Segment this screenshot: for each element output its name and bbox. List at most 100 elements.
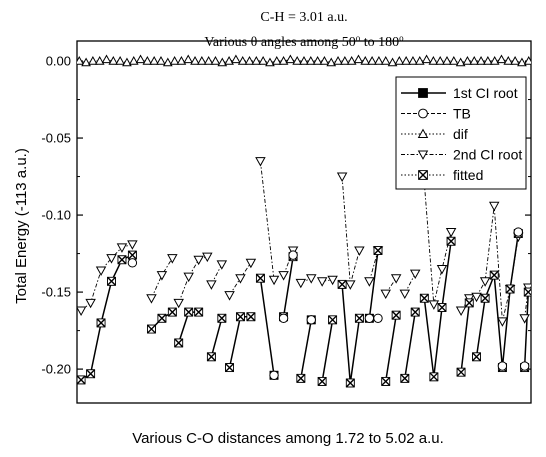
dif-point [435, 55, 446, 65]
ci2-point [390, 274, 402, 284]
dif-point [122, 57, 132, 67]
fitted-point [317, 376, 327, 386]
y-tick-label: -0.10 [41, 208, 71, 223]
fitted-point [354, 313, 364, 323]
fitted-point [184, 307, 194, 317]
fitted-point [174, 338, 184, 348]
dif-point [156, 55, 166, 65]
legend-entry: dif [401, 126, 468, 142]
point-group [77, 240, 138, 385]
dif-point [176, 55, 187, 65]
point-group [173, 252, 213, 348]
dif-point [217, 57, 228, 67]
ci2-point [127, 240, 138, 250]
y-tick-label: -0.05 [41, 131, 71, 146]
legend-marker [418, 108, 428, 119]
dif-point [162, 57, 173, 67]
dif-point [210, 55, 221, 65]
dif-point [421, 54, 432, 64]
ci2-point [380, 289, 391, 300]
ci1-line [523, 292, 530, 368]
dif-point [94, 55, 105, 65]
fitted-point [77, 375, 86, 385]
ci2-point [399, 289, 411, 300]
dif-point [108, 55, 119, 65]
ci2-point [345, 280, 356, 290]
ci1-line [368, 250, 379, 319]
ci1-line [475, 233, 520, 368]
dif-point [517, 57, 527, 67]
fitted-point [472, 352, 482, 362]
fitted-point [345, 378, 355, 388]
legend-label: fitted [453, 167, 483, 183]
ci2-point [295, 278, 307, 289]
ci2-point [428, 300, 440, 310]
fitted-point [194, 307, 204, 317]
dif-point [455, 57, 466, 67]
ci2-point [156, 271, 168, 281]
dif-point [496, 54, 507, 64]
ci2-point [167, 254, 178, 264]
fitted-point [505, 284, 515, 294]
fitted-point [437, 302, 447, 312]
fitted-point [255, 273, 265, 283]
point-group [471, 201, 524, 373]
fitted-point [373, 246, 383, 255]
ci2-point [202, 252, 213, 263]
dif-point [258, 55, 268, 65]
dif-point [312, 55, 323, 65]
dif-point [333, 55, 343, 65]
ci2-point [268, 275, 280, 286]
dif-point [149, 55, 160, 65]
fitted-point [107, 276, 116, 286]
dif-point [251, 55, 262, 65]
legend-entry: 1st CI root [401, 85, 518, 101]
ci1-line [300, 319, 313, 379]
ci2-point [173, 298, 184, 309]
dif-point [81, 57, 91, 67]
ci2-point [278, 271, 289, 281]
point-group [316, 275, 338, 386]
dif-point [414, 55, 425, 65]
fitted-point [146, 324, 156, 334]
tb-point [278, 313, 289, 323]
ci2-point [255, 157, 266, 167]
dif-point [128, 55, 139, 65]
dif-point [360, 55, 371, 65]
ci1-line [177, 311, 199, 344]
dif-point [169, 55, 180, 65]
ci2-point [77, 306, 87, 317]
legend-marker [417, 150, 429, 160]
legend: 1st CI root TB dif 2nd CI root fitted [395, 76, 527, 190]
ci2-point [497, 317, 508, 327]
legend-marker [418, 170, 428, 180]
dif-point [77, 55, 85, 65]
point-group [255, 157, 280, 380]
dif-point [408, 55, 418, 65]
ci2-point [488, 201, 500, 212]
ci1-line [228, 315, 251, 368]
fitted-point [217, 313, 227, 323]
ci2-point [327, 275, 338, 286]
ci2-point [183, 272, 194, 283]
fitted-point [296, 373, 306, 383]
ci2-point [306, 274, 317, 284]
fitted-point [480, 293, 490, 303]
fitted-point [489, 270, 499, 280]
ci2-point [224, 291, 235, 301]
ci1-line [210, 318, 223, 357]
legend-entry: fitted [401, 167, 483, 183]
subtitle-degree-2: o [399, 33, 404, 43]
dif-point [401, 55, 411, 65]
legend-label: 2nd CI root [453, 147, 522, 163]
ci2-point [193, 255, 204, 266]
ci2-line [259, 161, 275, 280]
dif-point [224, 55, 234, 65]
chart-title: C-H = 3.01 a.u. [260, 10, 347, 25]
dif-point [374, 55, 384, 65]
tb-point [364, 313, 375, 323]
tb-point [497, 361, 508, 371]
fitted-point [96, 318, 106, 328]
